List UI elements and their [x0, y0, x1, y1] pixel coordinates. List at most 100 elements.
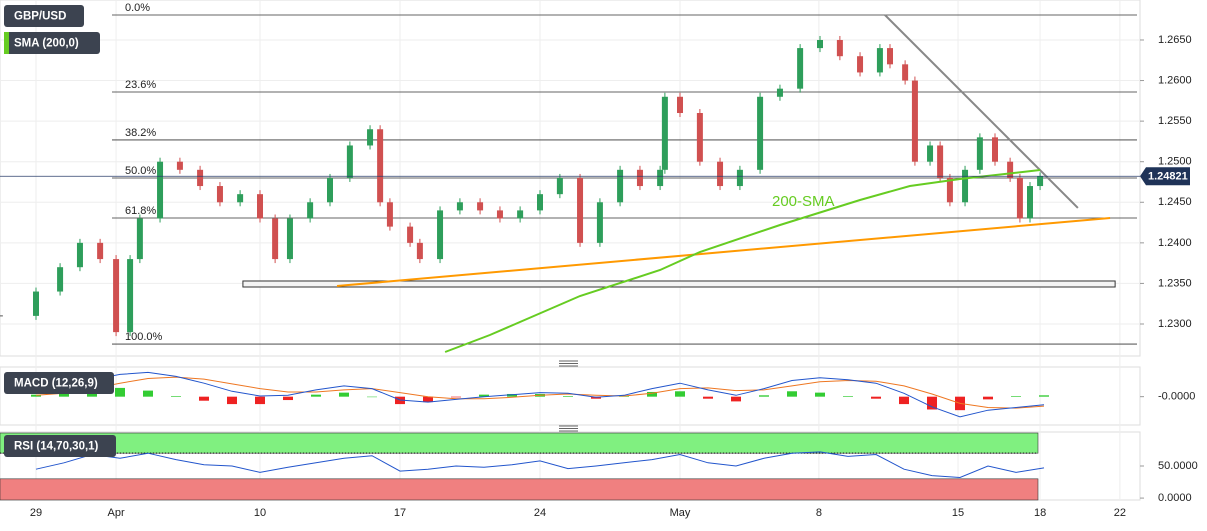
macd-bar: [170, 396, 181, 397]
last-price-tag: [1140, 167, 1190, 186]
candle: [416, 242, 423, 260]
macd-bar: [898, 396, 909, 405]
y-tick-label: 1.2500: [1158, 156, 1192, 168]
fib-label: 38.2%: [125, 127, 156, 139]
candle: [797, 48, 804, 89]
support-zone: [242, 280, 1116, 288]
x-tick-label: 17: [394, 507, 406, 519]
macd-bar: [702, 396, 713, 399]
candle: [407, 226, 414, 243]
macd-bar: [674, 391, 685, 397]
panel-divider: [559, 360, 578, 432]
macd-bar: [562, 396, 573, 397]
rsi-line: [35, 451, 1045, 479]
x-tick-label: 22: [1114, 507, 1126, 519]
x-tick-label: Apr: [108, 507, 125, 519]
candle: [197, 169, 204, 187]
candle: [661, 96, 668, 170]
y-tick-label: 1.2450: [1158, 196, 1192, 208]
candle: [517, 210, 524, 219]
sma-stripe: [4, 32, 9, 54]
x-tick-label: 8: [816, 507, 822, 519]
macd-bar: [198, 396, 209, 401]
candle: [496, 210, 503, 219]
candle: [886, 48, 893, 65]
macd-bar: [842, 396, 853, 397]
macd-bar: [814, 392, 825, 397]
overbought-zone: [0, 432, 1039, 454]
symbol: GBP/USD: [14, 11, 66, 23]
trend-line: [884, 14, 1079, 209]
last-price-label: 1.24821: [1148, 171, 1188, 183]
y-tick-label: 1.2550: [1158, 115, 1192, 127]
y-tick-label: 1.2350: [1158, 277, 1192, 289]
candle: [136, 218, 143, 260]
candle: [676, 96, 683, 114]
candle: [927, 145, 934, 162]
macd-line: [35, 371, 1045, 418]
candle: [272, 218, 279, 260]
macd-bar: [282, 396, 293, 401]
candle: [696, 113, 703, 162]
macd-bar: [450, 396, 461, 398]
macd-bar: [254, 396, 265, 405]
macd-title: MACD (12,26,9): [14, 378, 98, 390]
x-tick-label: May: [670, 507, 691, 519]
macd-bar: [30, 394, 41, 397]
candle: [876, 48, 883, 73]
trend-line: [336, 217, 1111, 288]
fib-label: 100.0%: [125, 331, 163, 343]
candle: [736, 169, 743, 187]
candle: [307, 202, 314, 219]
candle: [596, 202, 603, 243]
macd-bar: [506, 393, 517, 397]
signal-line: [35, 376, 1045, 409]
y-tick-label: 1.2300: [1158, 318, 1192, 330]
candle: [617, 169, 624, 203]
candle: [577, 177, 584, 243]
fib-label: 0.0%: [125, 2, 150, 14]
candle: [556, 177, 563, 195]
macd-bar: [114, 387, 125, 397]
candle: [962, 169, 969, 203]
candle: [946, 177, 953, 203]
macd-bar: [646, 391, 657, 397]
candle: [57, 267, 64, 292]
macd-bar: [226, 396, 237, 405]
macd-bar: [730, 396, 741, 402]
candle: [76, 242, 83, 268]
y-tick-label: 1.2400: [1158, 237, 1192, 249]
candle: [976, 137, 983, 170]
y-tick-label: 50.0000: [1158, 460, 1198, 472]
candle: [477, 202, 484, 211]
candle: [237, 194, 244, 203]
candle: [937, 145, 944, 178]
macd-bar: [422, 396, 433, 403]
macd-bar: [758, 395, 769, 397]
sma-label: 200-SMA: [772, 193, 835, 210]
macd-bar: [1010, 396, 1021, 397]
rsi-title: RSI (14,70,30,1): [14, 441, 99, 453]
candle: [346, 145, 353, 178]
candle: [216, 186, 223, 203]
candle: [377, 129, 384, 203]
y-tick-label: 1.2600: [1158, 74, 1192, 86]
sma-line: [444, 169, 1041, 353]
macd-bar: [478, 394, 489, 397]
candle: [97, 242, 104, 260]
candle: [386, 202, 393, 227]
candle: [113, 259, 120, 333]
macd-bar: [870, 396, 881, 399]
candle: [536, 194, 543, 211]
macd-bar: [366, 396, 377, 398]
y-tick-label: -0.0000: [1158, 391, 1195, 403]
candle: [326, 177, 333, 203]
rsi-tag: [4, 435, 116, 457]
candle: [902, 64, 909, 81]
x-tick-label: 29: [30, 507, 42, 519]
candle: [127, 259, 134, 333]
macd-bar: [310, 394, 321, 397]
candle: [776, 88, 783, 97]
macd-bar: [1038, 395, 1049, 397]
x-tick-label: 15: [952, 507, 964, 519]
